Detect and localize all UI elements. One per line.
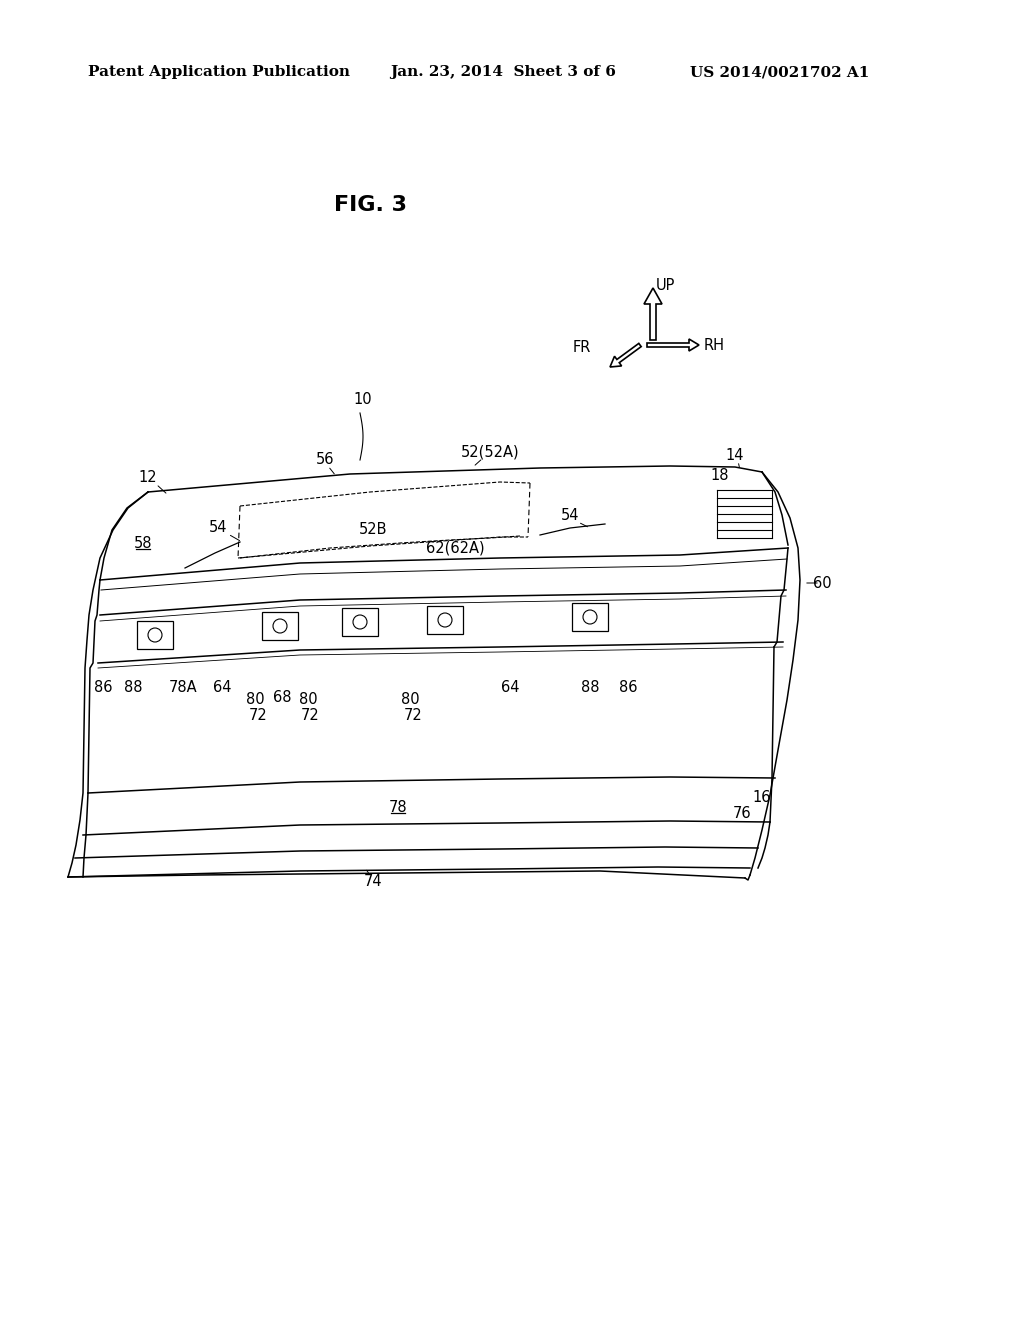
Text: 80: 80 — [400, 693, 419, 708]
Text: 10: 10 — [353, 392, 373, 408]
Text: 86: 86 — [94, 681, 113, 696]
Text: 18: 18 — [711, 469, 729, 483]
FancyBboxPatch shape — [427, 606, 463, 634]
Text: FR: FR — [572, 339, 591, 355]
Circle shape — [583, 610, 597, 624]
Text: 72: 72 — [249, 709, 267, 723]
FancyArrow shape — [610, 343, 641, 367]
Text: 88: 88 — [581, 681, 599, 696]
Text: 62(62A): 62(62A) — [426, 540, 484, 556]
Text: 12: 12 — [138, 470, 158, 486]
Text: Patent Application Publication: Patent Application Publication — [88, 65, 350, 79]
Text: UP: UP — [656, 277, 676, 293]
Text: FIG. 3: FIG. 3 — [334, 195, 407, 215]
Text: Jan. 23, 2014  Sheet 3 of 6: Jan. 23, 2014 Sheet 3 of 6 — [390, 65, 615, 79]
Text: RH: RH — [705, 338, 725, 352]
Text: 64: 64 — [501, 681, 519, 696]
Text: 52(52A): 52(52A) — [461, 445, 519, 459]
Text: 80: 80 — [246, 693, 264, 708]
Text: 60: 60 — [813, 576, 831, 590]
FancyBboxPatch shape — [342, 609, 378, 636]
Text: 68: 68 — [272, 690, 291, 705]
Text: 86: 86 — [618, 681, 637, 696]
Text: 16: 16 — [753, 791, 771, 805]
Text: 52B: 52B — [358, 523, 387, 537]
FancyBboxPatch shape — [572, 603, 608, 631]
Text: 64: 64 — [213, 681, 231, 696]
Circle shape — [148, 628, 162, 642]
Text: 76: 76 — [733, 805, 752, 821]
Text: 78: 78 — [389, 800, 408, 816]
Text: 78A: 78A — [169, 681, 198, 696]
Text: 74: 74 — [364, 874, 382, 890]
FancyBboxPatch shape — [137, 620, 173, 649]
FancyArrow shape — [647, 339, 699, 351]
Text: 58: 58 — [134, 536, 153, 552]
Text: 72: 72 — [403, 709, 422, 723]
Text: 14: 14 — [726, 447, 744, 462]
Text: 54: 54 — [561, 508, 580, 524]
Circle shape — [273, 619, 287, 634]
Circle shape — [438, 612, 452, 627]
Text: 88: 88 — [124, 681, 142, 696]
Text: 72: 72 — [301, 709, 319, 723]
Text: 56: 56 — [315, 453, 334, 467]
Text: 80: 80 — [299, 693, 317, 708]
Text: US 2014/0021702 A1: US 2014/0021702 A1 — [690, 65, 869, 79]
FancyArrow shape — [644, 288, 662, 341]
Text: 54: 54 — [209, 520, 227, 536]
Circle shape — [353, 615, 367, 630]
FancyBboxPatch shape — [262, 612, 298, 640]
